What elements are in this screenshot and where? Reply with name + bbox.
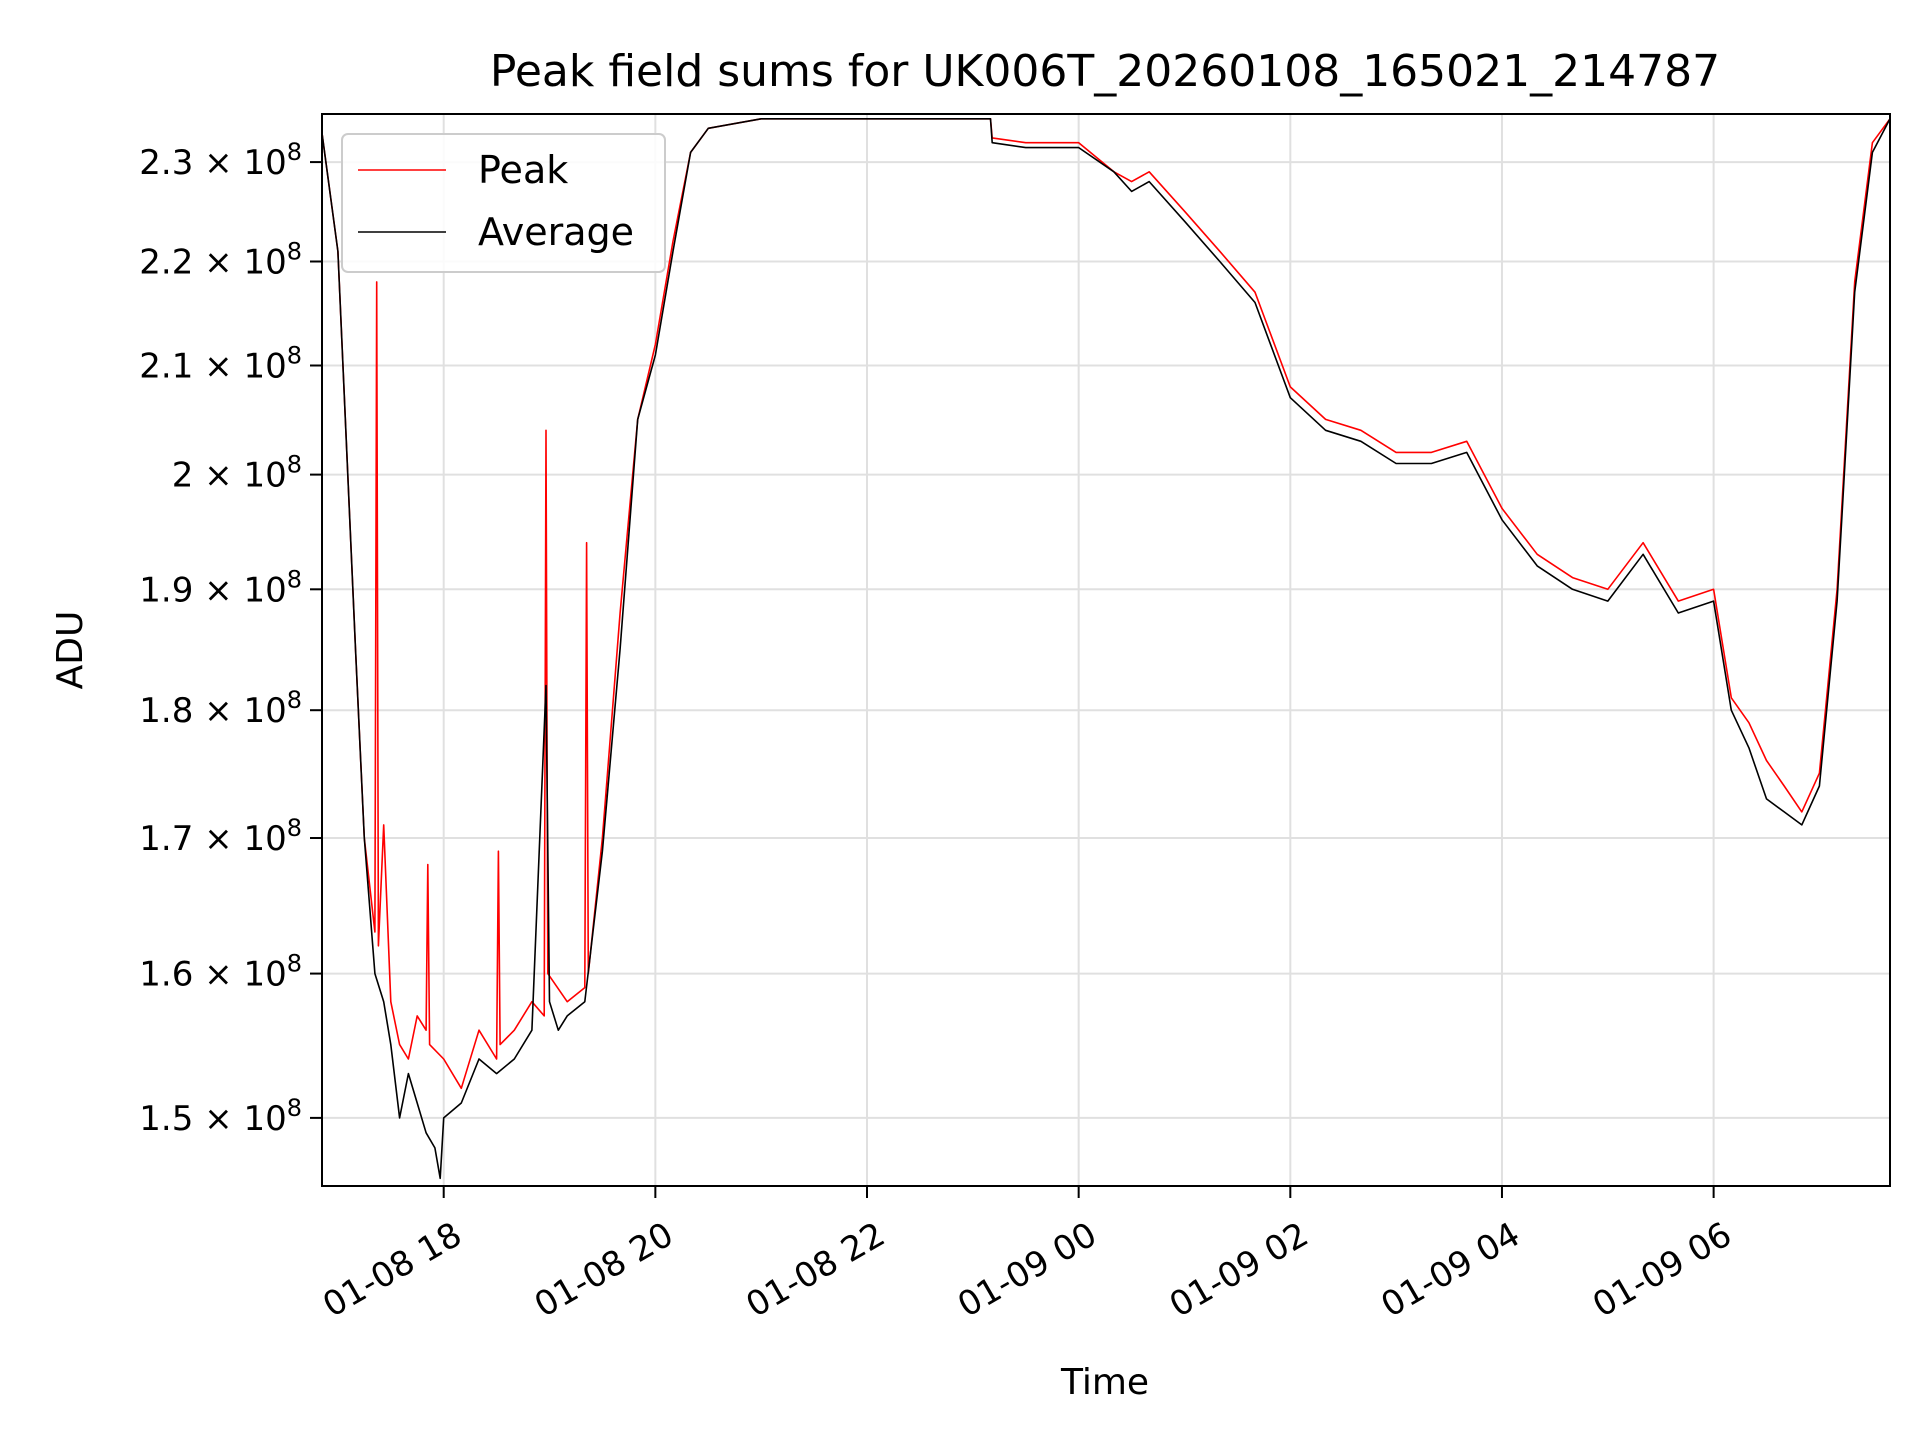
y-axis: 1.5 × 108 1.6 × 108 1.7 × 108 1.8 × 108 1.9 … [139,138,322,1139]
series-group [321,118,1891,1180]
plot-frame [321,113,1891,1187]
y-tick-label: 1.6 × 108 [139,950,302,995]
y-tick-label: 1.8 × 108 [139,686,302,731]
grid [322,114,1890,1186]
y-tick-label: 2.1 × 108 [139,342,302,387]
chart-title: Peak field sums for UK006T_20260108_1650… [490,46,1720,97]
legend-label-peak: Peak [478,148,568,192]
series-line-average [321,118,1891,1180]
y-axis-title: ADU [50,611,91,690]
legend-box [341,133,666,273]
x-axis-title: Time [1060,1362,1149,1403]
y-tick-label: 1.7 × 108 [139,814,302,859]
y-tick-label: 1.9 × 108 [139,565,302,610]
y-tick-label: 2 × 108 [172,451,302,496]
y-tick-label: 2.2 × 108 [139,237,302,282]
y-tick-label: 2.3 × 108 [139,138,302,183]
legend: Peak Average [341,133,666,273]
legend-label-average: Average [478,210,634,254]
y-tick-label: 1.5 × 108 [139,1094,302,1139]
